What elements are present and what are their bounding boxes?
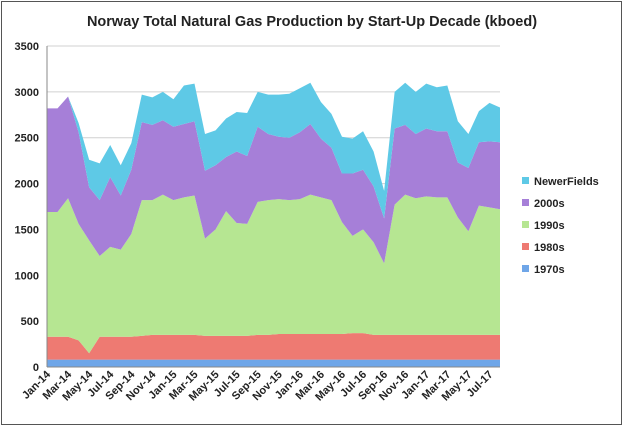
area-2000s [47, 96, 500, 264]
legend-swatch [522, 221, 529, 228]
legend-swatch [522, 199, 529, 206]
y-tick-label: 3500 [15, 41, 39, 53]
legend-label: 1980s [534, 242, 565, 254]
area-newerfields [47, 82, 500, 219]
y-tick-label: 1500 [15, 224, 39, 236]
y-tick-label: 2500 [15, 133, 39, 145]
legend-swatch [522, 265, 529, 272]
legend-label: 1970s [534, 264, 565, 276]
area-1980s [47, 333, 500, 360]
legend-swatch [522, 177, 529, 184]
y-tick-label: 2000 [15, 179, 39, 191]
y-tick-label: 1000 [15, 270, 39, 282]
area-1970s [47, 359, 500, 367]
chart-title: Norway Total Natural Gas Production by S… [87, 14, 537, 30]
y-tick-label: 0 [33, 362, 39, 374]
y-tick-label: 3000 [15, 87, 39, 99]
legend-swatch [522, 243, 529, 250]
y-tick-label: 500 [21, 316, 39, 328]
legend-label: 2000s [534, 198, 565, 210]
legend-label: NewerFields [534, 176, 599, 188]
area-series [47, 82, 500, 367]
legend: NewerFields 2000s 1990s 1980s 1970s [522, 176, 599, 276]
area-1990s [47, 194, 500, 354]
legend-label: 1990s [534, 220, 565, 232]
